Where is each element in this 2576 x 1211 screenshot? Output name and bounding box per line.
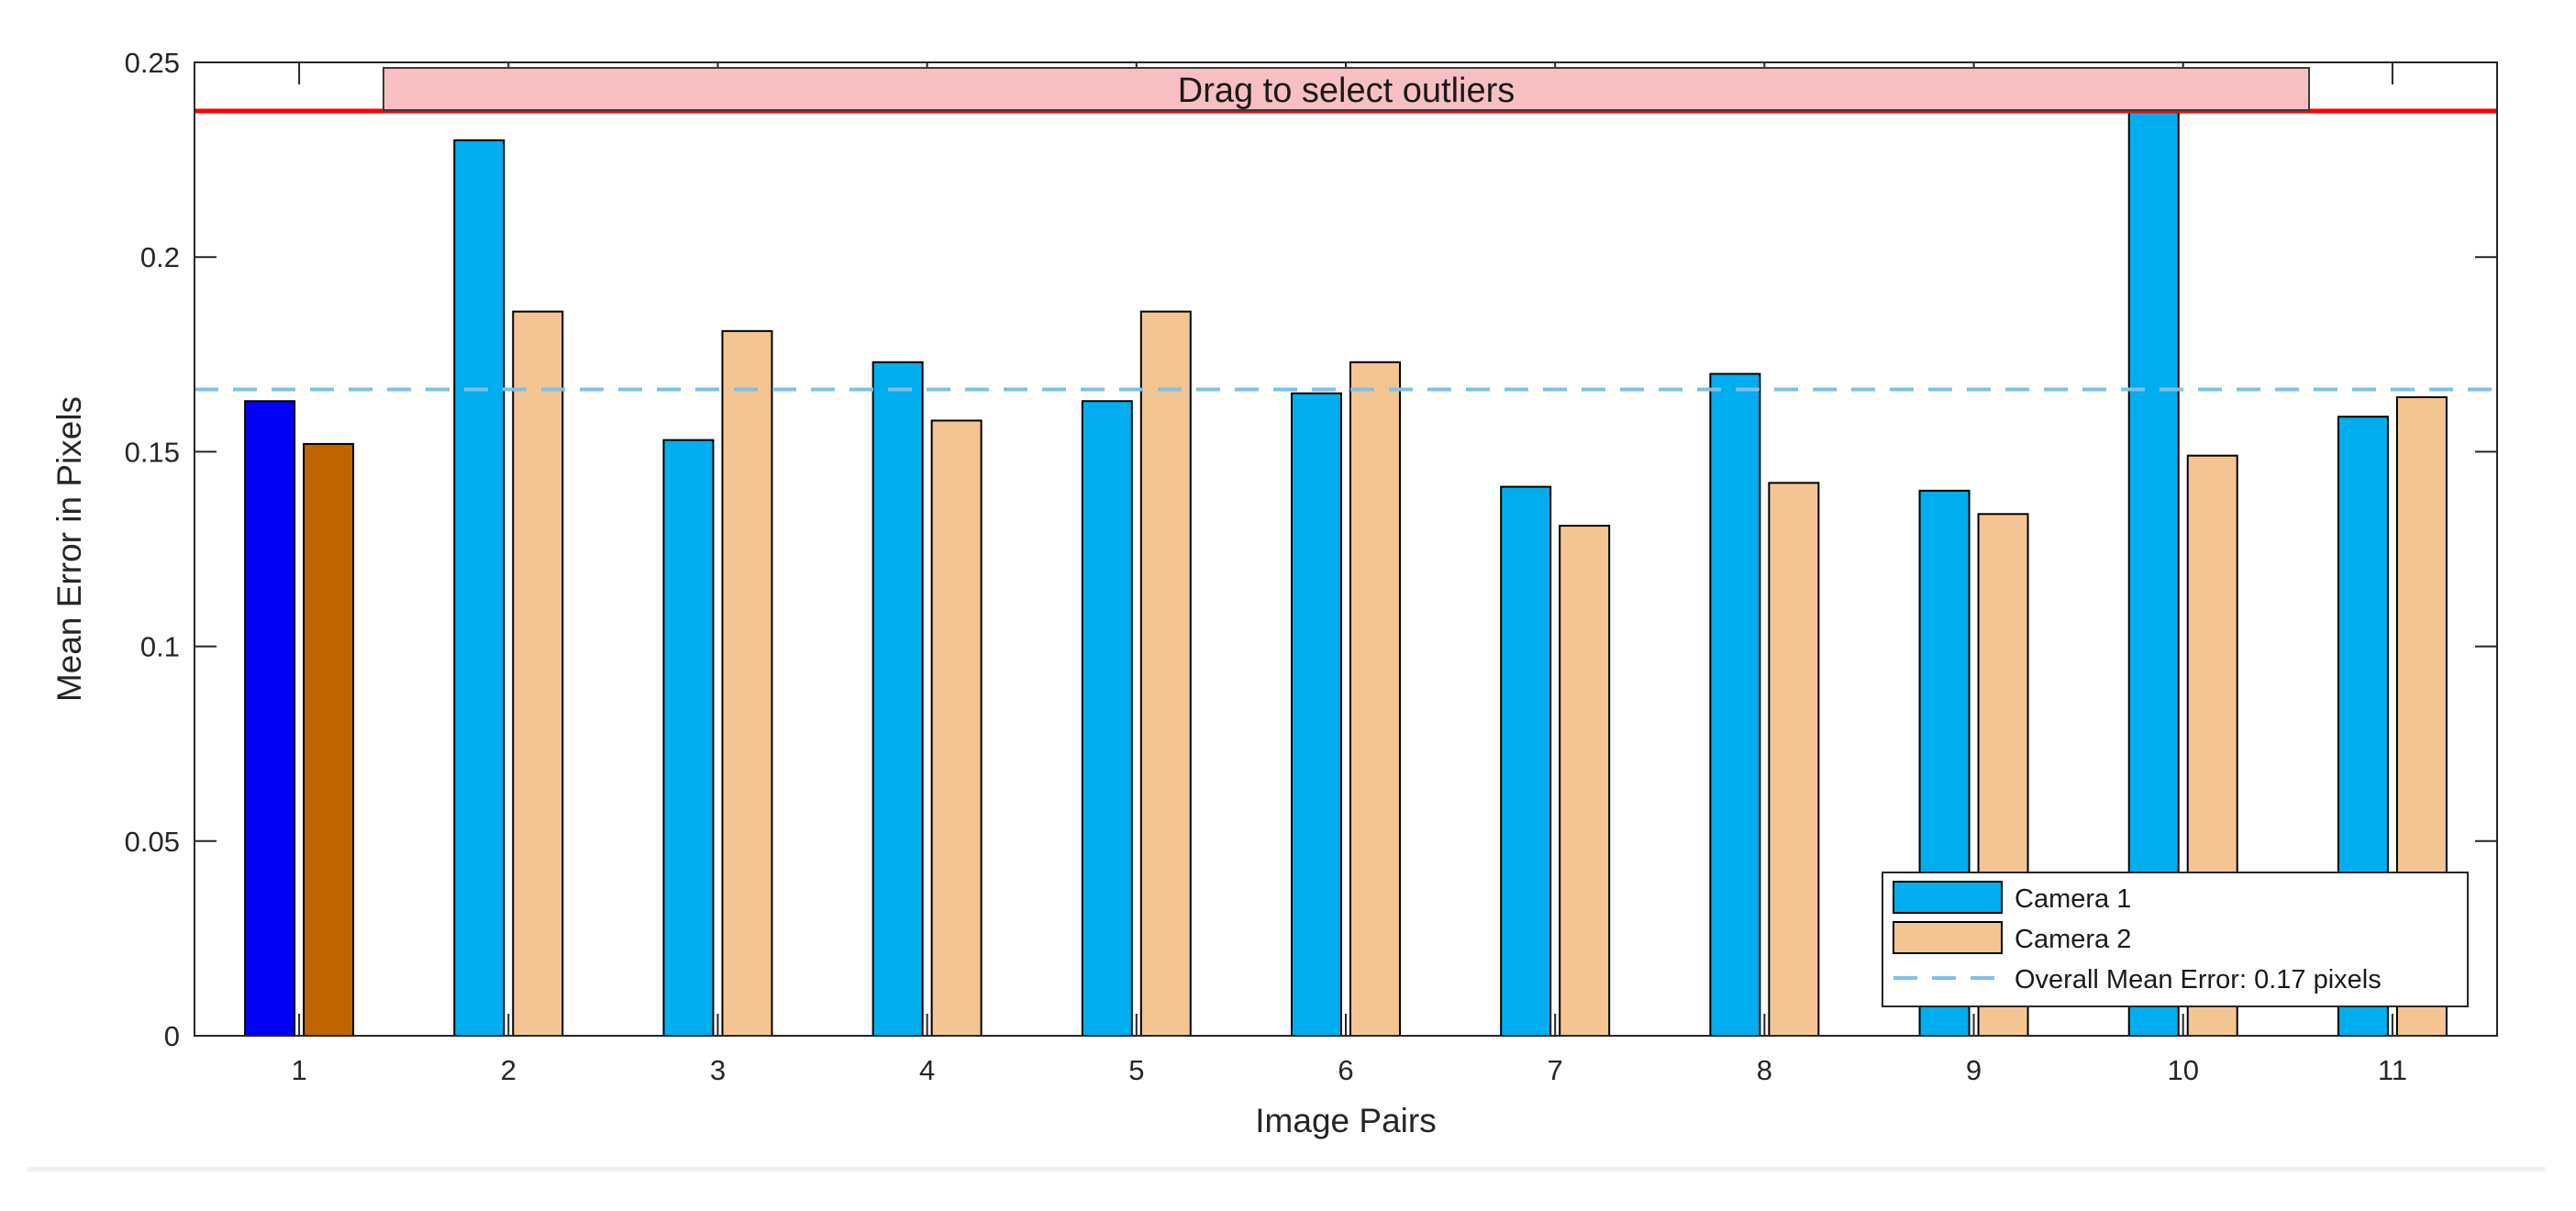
figure-bottom-strip <box>28 1167 2546 1172</box>
bar-pair-1-camera-2[interactable] <box>303 442 355 1037</box>
bar-pair-8-camera-2[interactable] <box>1768 482 1820 1037</box>
bar-pair-3-camera-1[interactable] <box>662 439 715 1037</box>
drag-handle-label: Drag to select outliers <box>1178 72 1516 110</box>
legend-swatch-camera-2 <box>1893 921 2003 954</box>
y-tick-label: 0.25 <box>125 47 180 79</box>
bar-pair-2-camera-1[interactable] <box>453 139 505 1037</box>
bar-pair-7-camera-2[interactable] <box>1559 525 1611 1037</box>
x-tick-label: 11 <box>2378 1054 2407 1086</box>
bar-pair-2-camera-2[interactable] <box>512 310 564 1037</box>
x-tick-label: 7 <box>1548 1054 1563 1086</box>
drag-to-select-outliers-handle[interactable] <box>383 67 2310 111</box>
bar-pair-6-camera-2[interactable] <box>1349 361 1401 1037</box>
bar-pair-4-camera-2[interactable] <box>930 419 983 1037</box>
y-tick-label: 0.1 <box>140 631 180 663</box>
bar-pair-6-camera-1[interactable] <box>1291 392 1342 1037</box>
bar-pair-5-camera-2[interactable] <box>1139 310 1192 1037</box>
bar-pair-4-camera-1[interactable] <box>872 361 924 1037</box>
x-tick-label: 10 <box>2167 1054 2198 1086</box>
y-tick-label: 0 <box>164 1020 180 1052</box>
x-tick-label: 2 <box>501 1054 516 1086</box>
y-tick-label: 0.15 <box>125 436 180 468</box>
x-tick-label: 8 <box>1757 1054 1772 1086</box>
bar-pair-5-camera-1[interactable] <box>1081 400 1133 1037</box>
axes-layer: 0 0.05 0.1 0.15 0.2 0.25 1 2 3 4 5 6 7 8 9 10 11 Image Pa… <box>50 47 2498 1139</box>
bar-pair-1-camera-1[interactable] <box>244 400 296 1037</box>
x-tick-label: 6 <box>1338 1054 1353 1086</box>
bar-pair-3-camera-2[interactable] <box>721 329 773 1037</box>
bar-pair-7-camera-1[interactable] <box>1500 485 1552 1037</box>
legend-swatch-camera-1 <box>1893 881 2003 914</box>
y-axis-label: Mean Error in Pixels <box>50 396 88 702</box>
legend-label-overall-mean: Overall Mean Error: 0.17 pixels <box>2015 965 2382 994</box>
bars-layer <box>194 62 2497 1038</box>
y-tick-label: 0.05 <box>125 826 180 858</box>
x-tick-label: 5 <box>1128 1054 1144 1086</box>
bar-pair-8-camera-1[interactable] <box>1709 372 1761 1037</box>
x-tick-label: 4 <box>919 1054 935 1086</box>
legend-label-camera-1: Camera 1 <box>2015 884 2131 914</box>
legend: Camera 1 Camera 2 Overall Mean Error: 0.17… <box>1882 872 2469 1007</box>
x-axis-label: Image Pairs <box>1255 1102 1436 1139</box>
x-tick-label: 9 <box>1966 1054 1982 1086</box>
x-tick-label: 1 <box>291 1054 306 1086</box>
legend-label-camera-2: Camera 2 <box>2015 925 2131 954</box>
y-tick-label: 0.2 <box>140 241 180 273</box>
drag-handle-layer[interactable]: Drag to select outliers <box>383 67 2310 111</box>
x-tick-label: 3 <box>710 1054 726 1086</box>
reference-lines-layer <box>194 108 2497 392</box>
